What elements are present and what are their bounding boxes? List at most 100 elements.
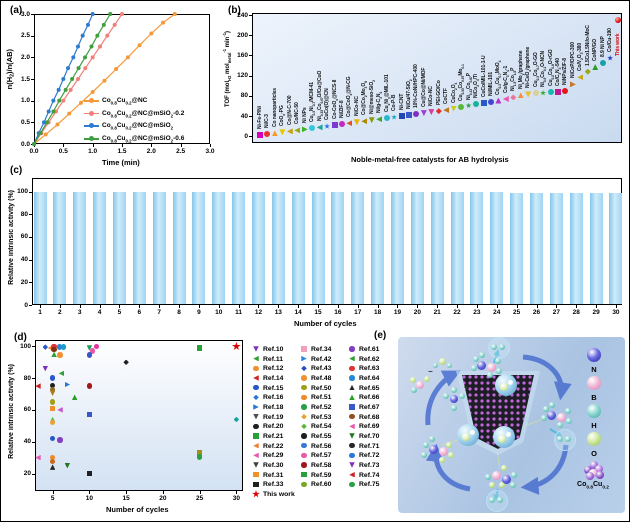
data-point-marker: [349, 394, 355, 401]
data-point-marker: [301, 433, 307, 439]
y-tick-label: 3.0: [20, 10, 30, 18]
x-tick-mark: [139, 305, 141, 308]
droplet-molecule: [498, 435, 506, 443]
data-point-marker: [349, 433, 355, 439]
bar: [530, 192, 543, 304]
x-tick-mark: [278, 305, 280, 308]
legend-cluster-label: Co0.8Cu0.2: [577, 481, 609, 491]
y-tick-mark: [29, 259, 32, 261]
bar: [112, 191, 126, 304]
legend-ref-label: Ref.57: [311, 452, 332, 460]
x-tick-label: 25: [513, 309, 521, 316]
x-tick-mark: [218, 305, 220, 308]
bar: [311, 191, 325, 304]
x-tick-label: 26: [532, 309, 541, 316]
data-point-marker: [349, 442, 355, 449]
data-point-marker: [450, 105, 457, 112]
data-point-marker: [196, 345, 203, 351]
x-tick-mark: [236, 491, 238, 494]
legend-ref-label: Ref.55: [311, 433, 332, 441]
catalyst-label: Ni/g-C3N4: [376, 91, 384, 114]
data-point-marker: [264, 131, 271, 138]
data-point-marker: [349, 452, 355, 459]
legend-ref-label: Ref.20: [263, 423, 284, 431]
bar: [212, 191, 226, 304]
data-point-marker: [253, 365, 259, 372]
droplet-molecule: [500, 383, 508, 391]
data-point-marker: [286, 128, 293, 135]
y-tick-mark: [29, 282, 32, 284]
data-point-marker: [253, 375, 259, 381]
data-point-marker: [86, 411, 93, 418]
y-tick-mark: [31, 100, 34, 102]
hydrogen-atom: [549, 402, 555, 408]
legend-marker: [89, 110, 94, 116]
legend-ref-label: Ref.33: [263, 481, 284, 489]
data-point-marker: [349, 462, 355, 468]
x-tick-label: 21: [433, 309, 441, 316]
legend-ref-label: Ref.19: [263, 413, 284, 421]
data-point-marker: [349, 413, 355, 420]
droplet-molecule: [505, 431, 511, 437]
catalyst-label: NiCoP/OPC-300: [569, 42, 576, 79]
hydrogen-atom: [479, 352, 485, 358]
data-point-marker: [49, 399, 56, 405]
catalyst-label: NiCo-NC: [428, 86, 435, 107]
y-tick-mark: [249, 55, 252, 57]
hydrogen-atom: [451, 387, 457, 393]
bar: [291, 191, 305, 304]
hydrogen-atom: [496, 368, 502, 374]
nitrogen-atom: [450, 395, 458, 403]
bar: [430, 192, 444, 304]
data-point-marker: [569, 81, 576, 88]
data-point-marker: [301, 442, 307, 449]
catalyst-label: Ni1.5Co1.5P: [510, 68, 518, 92]
x-tick-label: 3.0: [205, 148, 215, 155]
cocu-cluster: [584, 461, 604, 480]
cluster-atom: [584, 466, 592, 474]
data-point-marker: [577, 74, 584, 81]
data-point-marker: [51, 346, 57, 353]
y-axis-label: Relative intrinsic activity (%): [8, 189, 15, 285]
legend-ref-label: Ref.64: [359, 375, 380, 382]
x-tick-label: 19: [393, 309, 402, 316]
hydrogen-atom: [487, 372, 493, 378]
x-tick-label: 5: [117, 309, 122, 316]
data-point-marker: [253, 471, 259, 478]
y-tick-label: 100: [20, 342, 31, 350]
catalyst-label: NixMoy/graphene: [517, 51, 525, 90]
bar: [192, 191, 206, 304]
legend-ref-label: Ref.70: [359, 433, 380, 441]
droplet-molecule: [507, 379, 513, 385]
x-tick-label: 10: [85, 495, 93, 502]
data-point-marker: [599, 59, 606, 66]
y-tick-mark: [249, 15, 252, 17]
y-tick-label: 20: [20, 278, 28, 286]
y-tick-mark: [249, 95, 252, 97]
catalyst-label: Cu0.33Co0.67Mo0.1: [458, 64, 466, 102]
legend-ref-label: This work: [263, 491, 295, 499]
nitrogen-atom: [501, 474, 511, 484]
x-tick-mark: [119, 305, 121, 308]
x-tick-label: 28: [572, 309, 580, 316]
y-tick-label: 160: [237, 51, 248, 59]
x-tick-label: 15: [314, 309, 322, 316]
bar: [569, 192, 583, 304]
x-tick-label: 10: [215, 309, 223, 316]
catalyst-label: Co/V2O3-380: [577, 43, 585, 72]
data-point-marker: [47, 345, 54, 351]
x-tick-mark: [357, 305, 359, 308]
oxygen-atom: [501, 465, 507, 471]
data-point-marker: [301, 365, 307, 372]
boron-atom: [486, 362, 496, 372]
data-point-marker: [60, 344, 67, 350]
data-point-marker: [49, 435, 56, 442]
hydrogen-atom: [473, 356, 479, 362]
hydrogen-atom: [566, 418, 572, 424]
data-point-marker: [547, 89, 554, 96]
y-tick-label: 100: [17, 188, 28, 196]
data-point-marker: [338, 121, 345, 128]
data-point-marker: [49, 382, 56, 389]
x-tick-mark: [92, 144, 94, 147]
hydrogen-atom: [565, 408, 571, 414]
